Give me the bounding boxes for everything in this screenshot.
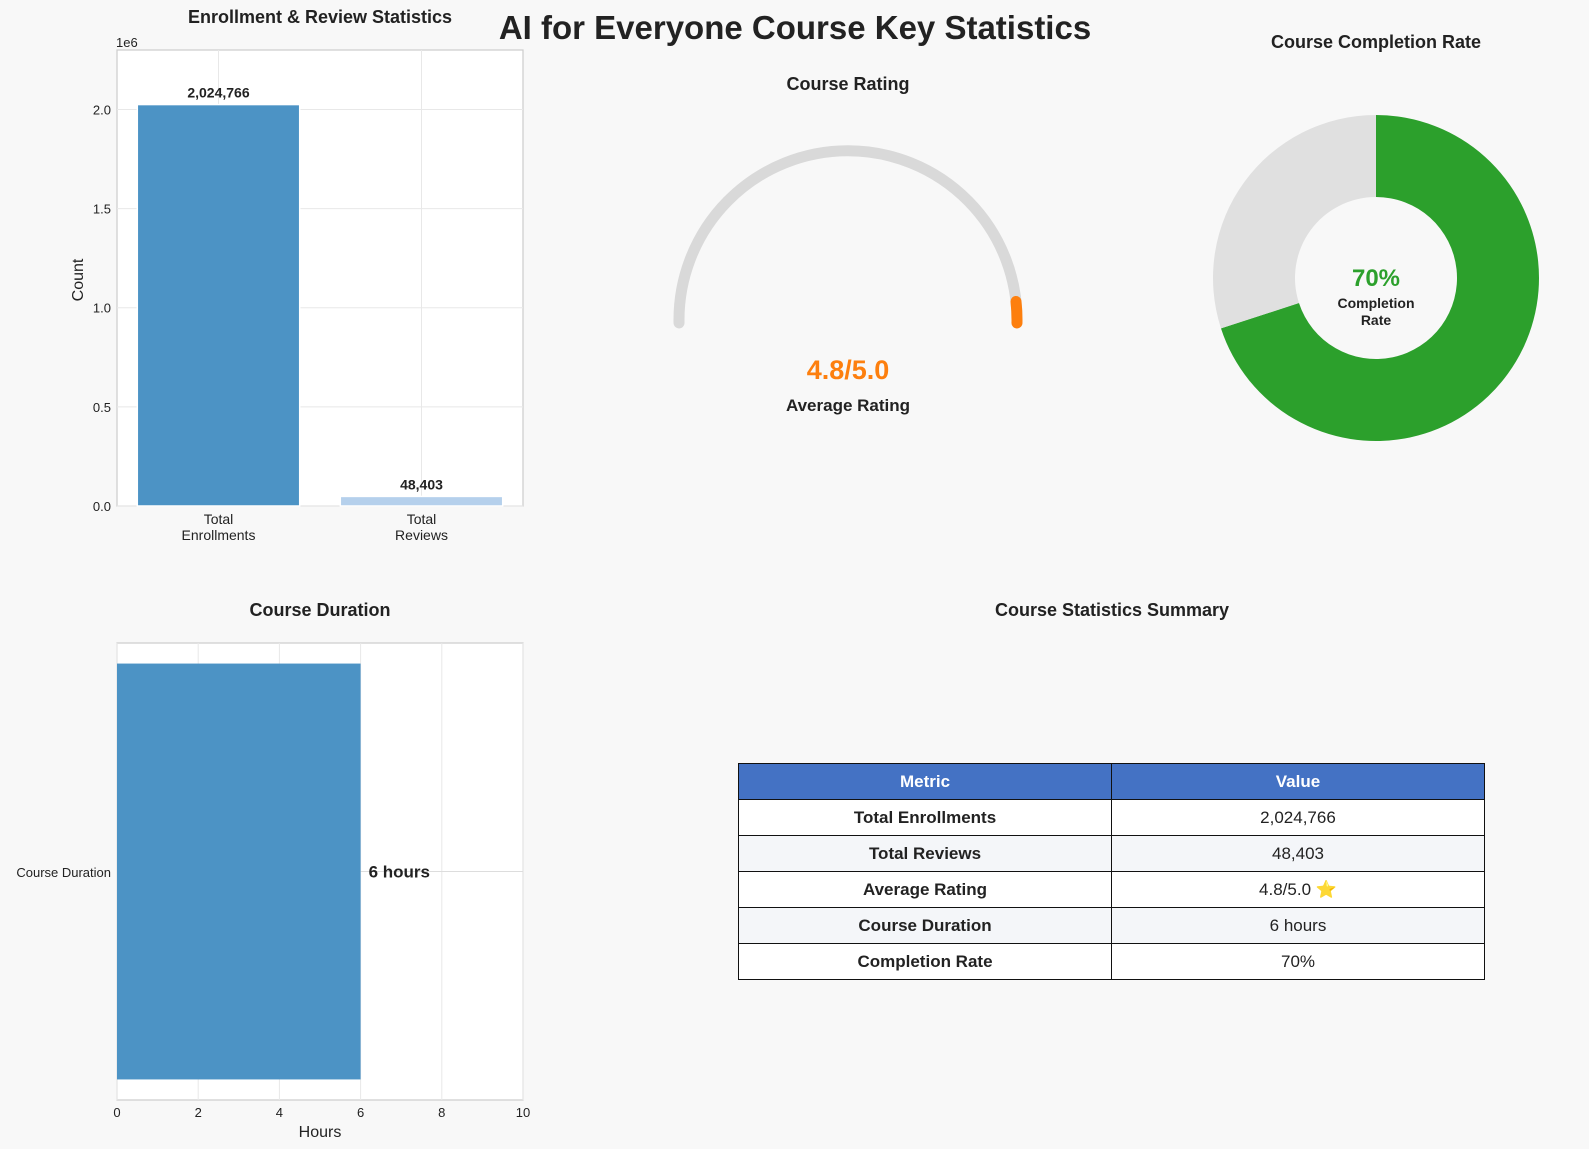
donut-slice	[1220, 115, 1540, 441]
y-tick-label: 1.0	[93, 301, 111, 316]
x-tick-label: 8	[438, 1105, 445, 1120]
donut-slices	[1213, 115, 1540, 441]
bar	[136, 103, 301, 507]
value-cell: 70%	[1111, 943, 1485, 980]
y-tick-label: 2.0	[93, 102, 111, 117]
y-tick-label: 0.5	[93, 400, 111, 415]
bar-value-label: 48,403	[400, 476, 443, 492]
table-row: Total Reviews 48,403	[738, 835, 1485, 872]
table-row: Course Duration 6 hours	[738, 907, 1485, 944]
duration-bars: 6 hours	[117, 663, 430, 1080]
donut-center-caption: Completion Rate	[1338, 295, 1415, 328]
x-tick-label: 6	[357, 1105, 364, 1120]
metric-cell: Completion Rate	[738, 943, 1112, 980]
x-tick-label: 4	[276, 1105, 283, 1120]
enrollment-review-chart: Enrollment & Review Statistics 2,024,766…	[70, 7, 524, 543]
summary-table-title: Course Statistics Summary	[995, 600, 1229, 620]
rating-gauge-chart: Course Rating 4.8/5.0 Average Rating	[673, 74, 1023, 415]
duration-value-label: 6 hours	[369, 863, 430, 882]
table-row: Completion Rate 70%	[738, 943, 1485, 980]
table-row: Average Rating 4.8/5.0 ⭐	[738, 871, 1485, 908]
bar	[339, 495, 504, 507]
x-tick-label: 2	[195, 1105, 202, 1120]
gauge-caption: Average Rating	[786, 396, 910, 415]
donut-slice	[1213, 115, 1376, 329]
rating-chart-title: Course Rating	[786, 74, 909, 94]
column-header-value: Value	[1111, 763, 1485, 800]
duration-bar	[117, 663, 361, 1080]
y-tick-label: 1.5	[93, 202, 111, 217]
enrollment-offset-label: 1e6	[116, 35, 138, 50]
metric-cell: Total Reviews	[738, 835, 1112, 872]
value-cell: 6 hours	[1111, 907, 1485, 944]
summary-table-container: Metric Value Total Enrollments 2,024,766…	[738, 763, 1485, 980]
gauge-value-label: 4.8/5.0	[807, 355, 890, 385]
x-tick-label: 0	[113, 1105, 120, 1120]
gauge-value-arc	[1010, 296, 1023, 329]
value-cell: 2,024,766	[1111, 799, 1485, 836]
enrollment-y-axis-label: Count	[70, 258, 87, 301]
completion-chart-title: Course Completion Rate	[1271, 32, 1481, 52]
x-tick-label: Total Enrollments	[182, 511, 256, 543]
completion-donut-chart: Course Completion Rate 70% Completion Rat…	[1213, 32, 1540, 441]
metric-cell: Average Rating	[738, 871, 1112, 908]
summary-table-header-row: Metric Value	[738, 763, 1485, 800]
enrollment-bars: 2,024,766 48,403	[136, 85, 504, 507]
x-tick-label: Total Reviews	[395, 511, 448, 543]
duration-x-ticks: 0 2 4 6 8 10	[113, 1105, 530, 1120]
bar-value-label: 2,024,766	[187, 85, 249, 101]
duration-chart-title: Course Duration	[249, 600, 390, 620]
table-row: Total Enrollments 2,024,766	[738, 799, 1485, 836]
value-cell: 48,403	[1111, 835, 1485, 872]
enrollment-x-ticks: Total Enrollments Total Reviews	[182, 511, 448, 543]
duration-x-axis-label: Hours	[299, 1124, 342, 1141]
gauge-background-arc	[673, 145, 1023, 329]
main-title: AI for Everyone Course Key Statistics	[499, 9, 1091, 46]
metric-cell: Course Duration	[738, 907, 1112, 944]
summary-table: Metric Value Total Enrollments 2,024,766…	[738, 763, 1485, 980]
metric-cell: Total Enrollments	[738, 799, 1112, 836]
value-cell: 4.8/5.0 ⭐	[1111, 871, 1485, 908]
column-header-metric: Metric	[738, 763, 1112, 800]
y-tick-label: 0.0	[93, 499, 111, 514]
x-tick-label: 10	[516, 1105, 530, 1120]
duration-chart: Course Duration 6 hours 0 2 4 6 8 10 Course D…	[16, 600, 530, 1141]
donut-center-value: 70%	[1352, 265, 1400, 292]
enrollment-y-ticks: 0.0 0.5 1.0 1.5 2.0	[93, 102, 111, 514]
enrollment-chart-title: Enrollment & Review Statistics	[188, 7, 452, 27]
duration-y-tick-label: Course Duration	[16, 865, 111, 880]
